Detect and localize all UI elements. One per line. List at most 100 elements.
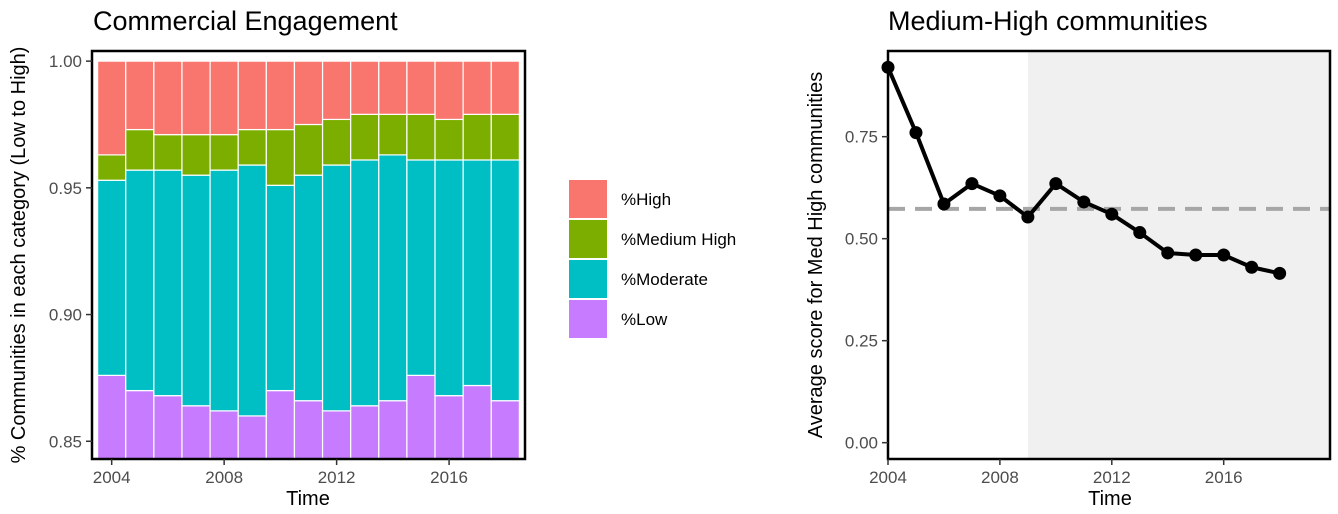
bar-segment (406, 60, 436, 115)
right-x-axis-label: Time (1088, 488, 1132, 510)
legend-swatch (569, 260, 607, 298)
bar-segment (490, 400, 520, 460)
left-chart-title: Commercial Engagement (93, 6, 398, 36)
bar-segment (406, 159, 436, 376)
left-y-axis: 0.85 0.90 0.95 1.00 (49, 52, 92, 451)
bar-segment (181, 174, 211, 407)
bar-segment (265, 60, 296, 131)
x-tick-label: 2008 (205, 468, 243, 487)
data-point (1021, 210, 1035, 224)
x-tick-label: 2004 (869, 468, 907, 487)
bar-segment (350, 159, 380, 407)
x-tick-label: 2004 (93, 468, 131, 487)
bar-segment (153, 395, 183, 460)
bar-segment (97, 60, 127, 156)
legend-label: %High (621, 190, 671, 209)
bar-segment (181, 405, 211, 460)
data-point (1217, 248, 1231, 262)
y-tick-label: 0.90 (49, 306, 82, 325)
data-point (1189, 248, 1203, 262)
bar-segment (350, 405, 380, 460)
left-chart: Commercial Engagement 0.85 0.90 0.95 1.00 2… (8, 6, 736, 510)
y-tick-label: 1.00 (49, 52, 82, 71)
x-tick-label: 2012 (1093, 468, 1131, 487)
legend: %High %Medium High %Moderate %Low (569, 180, 736, 338)
bar-segment (462, 60, 492, 115)
right-plot-frame (886, 49, 1332, 461)
left-plot-frame (90, 49, 527, 461)
data-point (1133, 226, 1147, 240)
y-tick-label: 0.85 (49, 432, 82, 451)
bar-segment (237, 60, 267, 131)
bar-segment (181, 134, 211, 176)
data-point (1049, 177, 1063, 191)
right-chart-title: Medium-High communities (888, 6, 1208, 36)
legend-label: %Medium High (621, 230, 736, 249)
x-tick-label: 2012 (318, 468, 356, 487)
x-tick-label: 2016 (1205, 468, 1243, 487)
bar-segment (490, 113, 520, 161)
bar-segment (209, 60, 239, 136)
bar-segment (125, 389, 155, 460)
left-y-axis-label: % Communities in each category (Low to H… (8, 47, 30, 464)
bar-segment (153, 60, 183, 136)
bar-segment (181, 60, 211, 136)
bar-segment (321, 118, 352, 166)
y-tick-label: 0.50 (845, 230, 878, 249)
bar-segment (462, 384, 492, 460)
data-point (1273, 266, 1287, 280)
bar-segment (462, 159, 492, 387)
right-y-axis: 0.00 0.25 0.50 0.75 (845, 128, 888, 453)
legend-label: %Moderate (621, 270, 708, 289)
bar-segment (321, 410, 352, 460)
bar-segment (153, 134, 183, 171)
bar-segment (490, 159, 520, 402)
left-x-axis-label: Time (286, 488, 330, 510)
bar-segment (265, 128, 296, 186)
bar-segment (350, 113, 380, 161)
data-point (909, 126, 923, 140)
bar-segment (237, 164, 267, 417)
legend-label: %Low (621, 310, 668, 329)
data-point (1161, 246, 1175, 260)
data-point (1105, 207, 1119, 221)
legend-swatch (569, 180, 607, 218)
left-x-axis: 2004 2008 2012 2016 (93, 459, 468, 487)
bar-segment (293, 174, 324, 402)
bar-segment (378, 154, 408, 402)
x-tick-label: 2008 (981, 468, 1019, 487)
bar-segment (293, 400, 324, 460)
data-point (993, 189, 1007, 203)
data-point (937, 197, 951, 211)
y-tick-label: 0.95 (49, 179, 82, 198)
bar-segment (321, 60, 352, 121)
y-tick-label: 0.25 (845, 332, 878, 351)
bar-segment (378, 113, 408, 156)
bar-segment (406, 113, 436, 161)
bar-segment (350, 60, 380, 115)
bar-segment (209, 410, 239, 460)
bar-segment (462, 113, 492, 161)
bar-segment (378, 60, 408, 115)
bar-segment (293, 123, 324, 176)
bar-segment (97, 179, 127, 376)
x-tick-label: 2016 (430, 468, 468, 487)
y-tick-label: 0.00 (845, 434, 878, 453)
bar-segment (125, 60, 155, 131)
data-point (1077, 195, 1091, 209)
bar-segment (153, 169, 183, 397)
bar-segment (125, 169, 155, 392)
bar-segment (209, 169, 239, 412)
bar-segment (434, 60, 464, 121)
bar-segment (125, 128, 155, 171)
data-point (1245, 260, 1259, 274)
bar-segment (434, 395, 464, 460)
bar-segment (265, 389, 296, 460)
bar-segment (434, 159, 464, 397)
y-tick-label: 0.75 (845, 128, 878, 147)
bar-segment (237, 128, 267, 166)
bar-segment (97, 154, 127, 181)
left-bars (97, 60, 520, 460)
